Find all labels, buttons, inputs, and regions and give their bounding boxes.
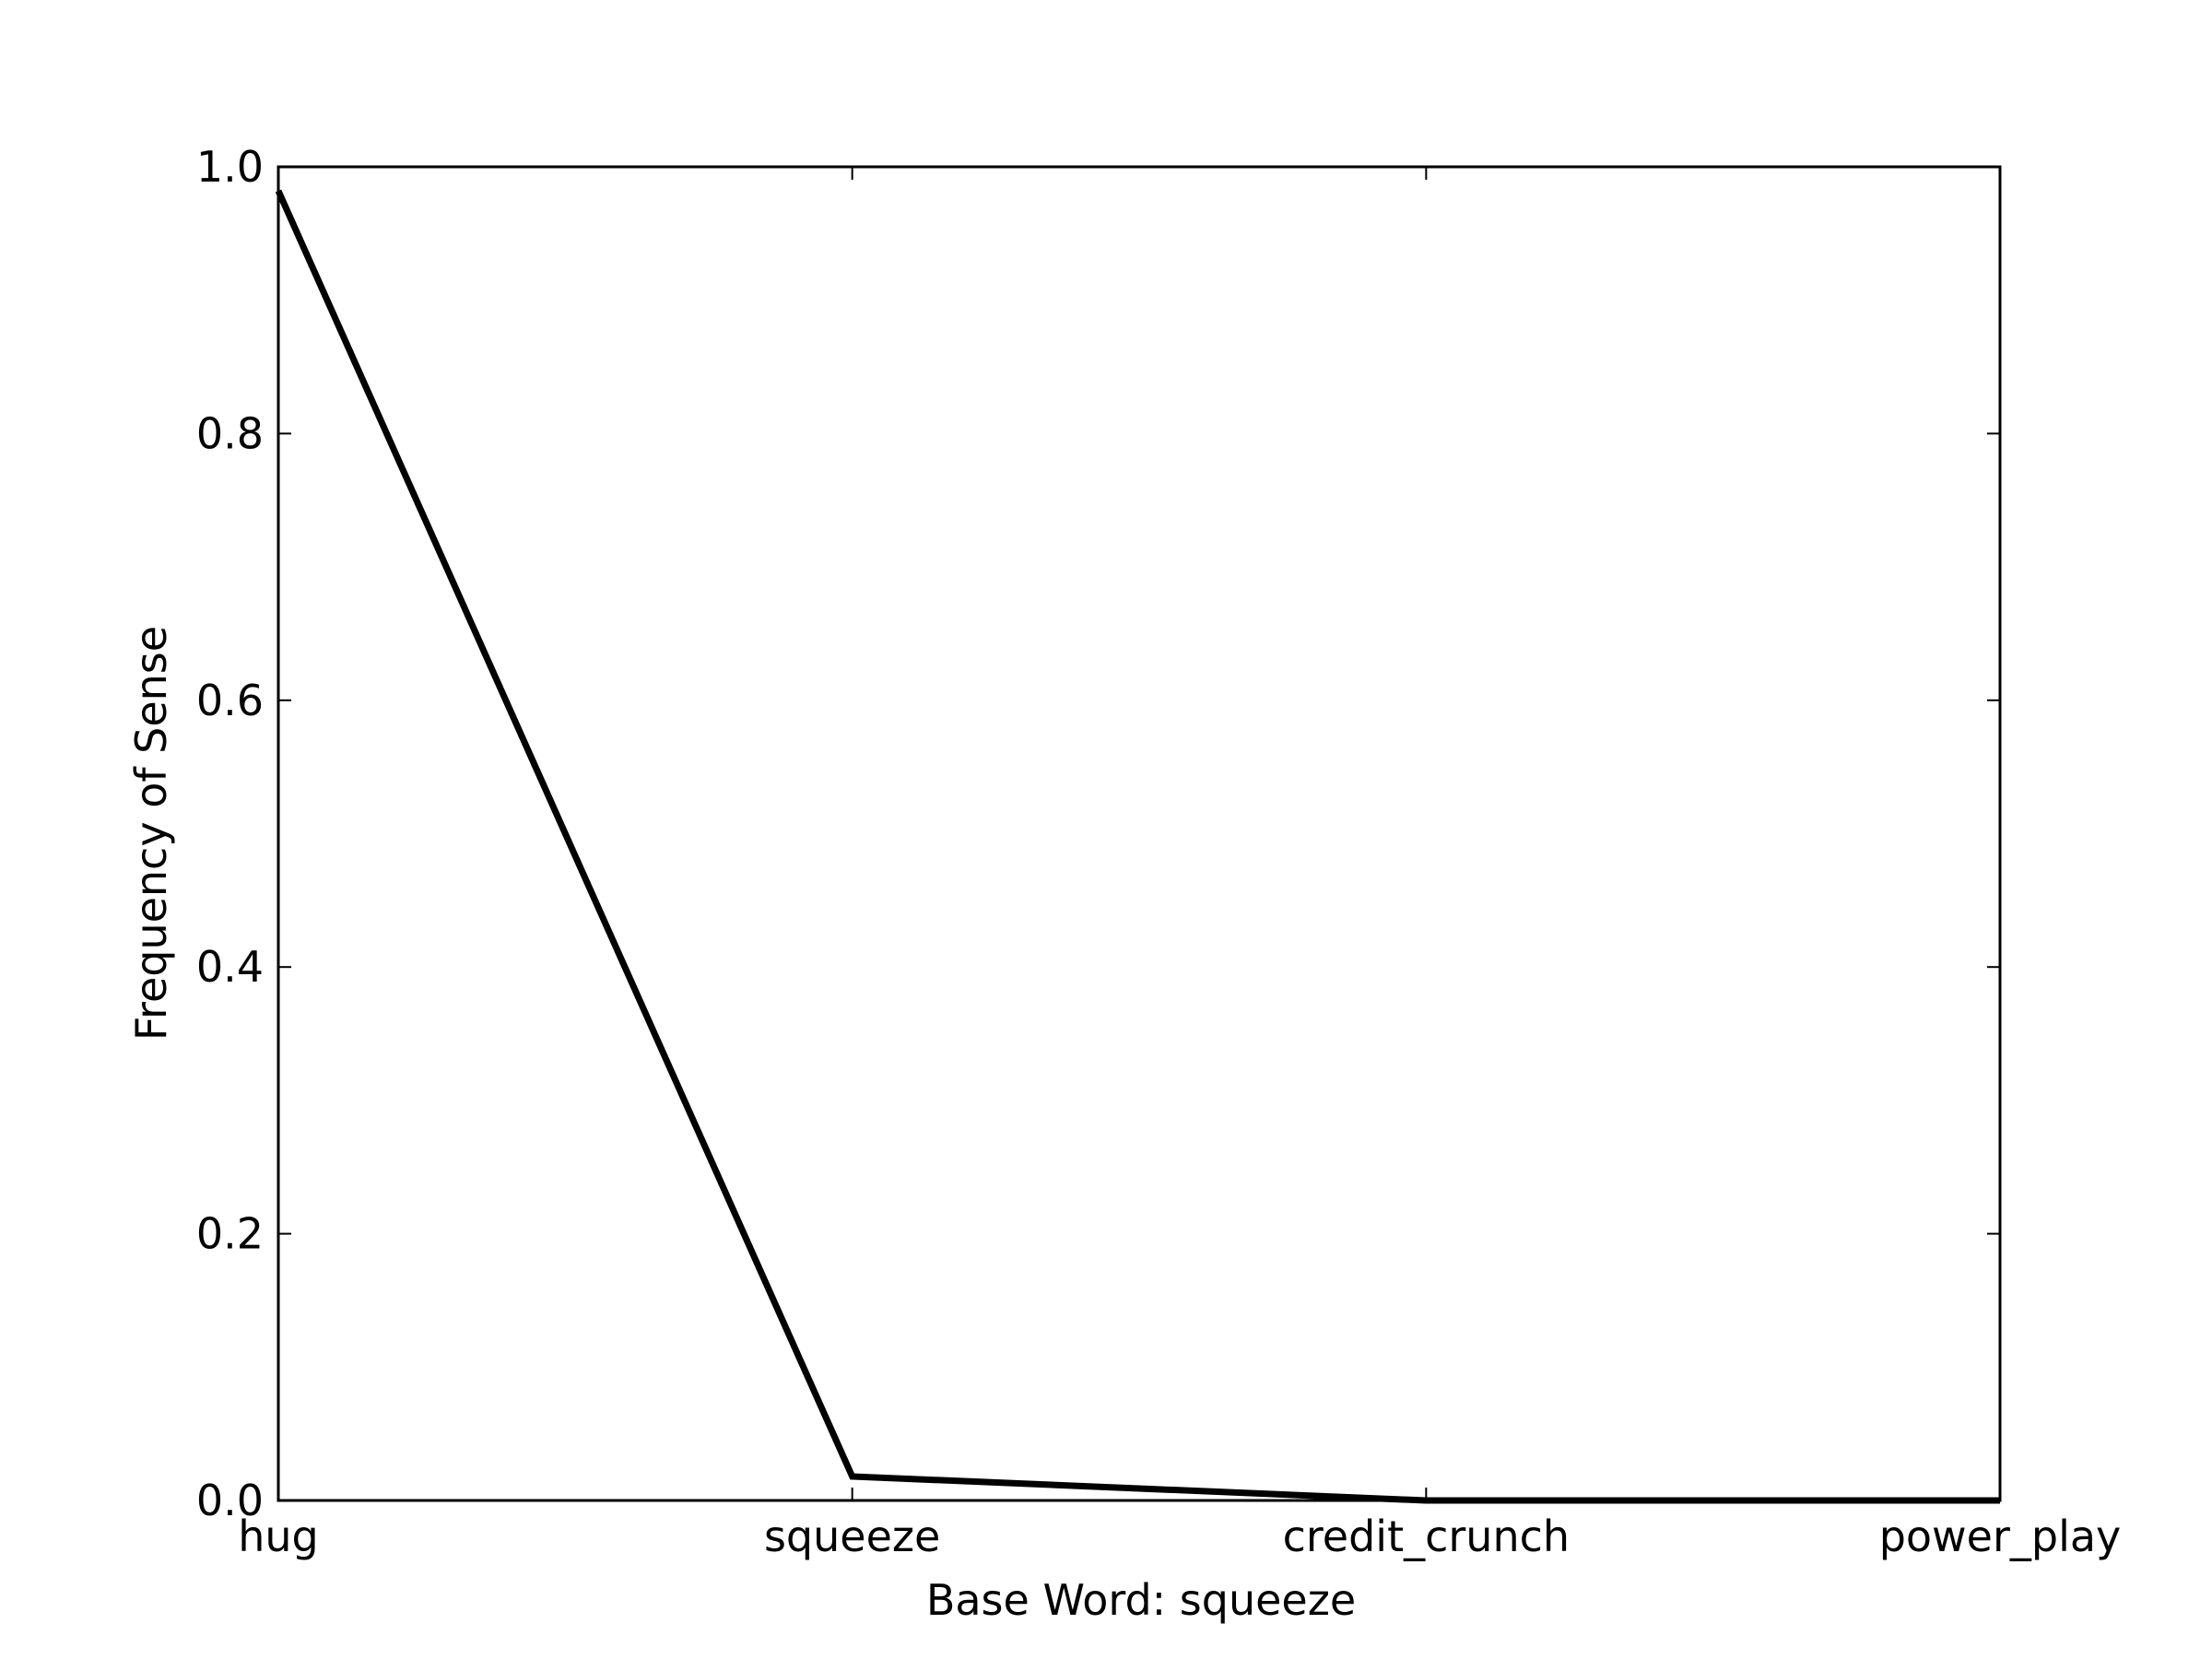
y-tick-label: 0.8 bbox=[196, 408, 264, 458]
y-tick-label: 1.0 bbox=[196, 142, 264, 192]
x-tick-label: power_play bbox=[1879, 1512, 2122, 1561]
tick-marks bbox=[277, 166, 2001, 1501]
x-axis-title: Base Word: squeeze bbox=[926, 1575, 1356, 1625]
y-tick-label: 0.2 bbox=[196, 1209, 264, 1259]
x-tick-labels: hug squeeze credit_crunch power_play bbox=[238, 1512, 2121, 1561]
y-tick-label: 0.4 bbox=[196, 942, 264, 992]
x-tick-label: credit_crunch bbox=[1283, 1512, 1570, 1561]
x-tick-label: squeeze bbox=[764, 1512, 940, 1561]
y-tick-label: 0.6 bbox=[196, 676, 264, 725]
series-group bbox=[275, 189, 2001, 1504]
y-tick-labels: 0.0 0.2 0.4 0.6 0.8 1.0 bbox=[196, 142, 264, 1525]
plot-frame bbox=[276, 165, 2002, 1502]
series-line bbox=[275, 189, 2000, 1504]
plot-area-border bbox=[276, 165, 2002, 1502]
y-tick-label: 0.0 bbox=[196, 1476, 264, 1525]
y-axis-title: Frequency of Sense bbox=[126, 626, 176, 1041]
x-tick-label: hug bbox=[238, 1512, 319, 1561]
